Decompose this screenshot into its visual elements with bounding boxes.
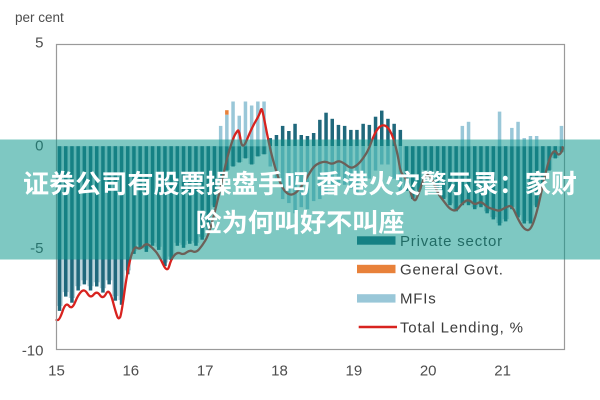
svg-text:Total Lending, %: Total Lending, %: [400, 319, 524, 336]
svg-text:19: 19: [346, 363, 363, 380]
svg-text:16: 16: [122, 363, 139, 380]
svg-text:20: 20: [420, 363, 437, 380]
svg-text:17: 17: [197, 363, 214, 380]
svg-text:18: 18: [271, 363, 288, 380]
svg-text:21: 21: [494, 363, 511, 380]
svg-text:-10: -10: [22, 343, 44, 360]
svg-text:General Govt.: General Govt.: [400, 261, 504, 278]
svg-text:5: 5: [35, 34, 43, 51]
svg-text:MFIs: MFIs: [400, 291, 437, 308]
svg-text:15: 15: [48, 363, 65, 380]
svg-text:per cent: per cent: [15, 10, 64, 25]
